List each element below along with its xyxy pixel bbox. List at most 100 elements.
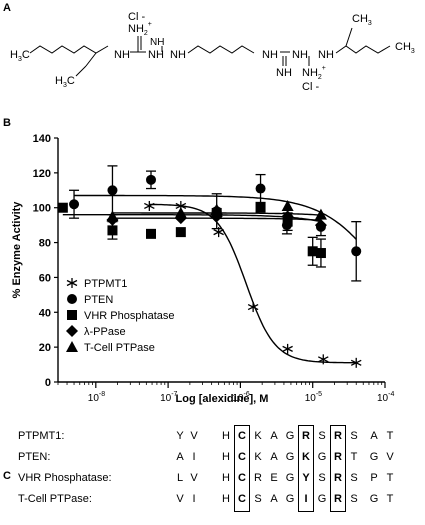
data-point-circle (107, 185, 118, 196)
y-tick-label: 140 (33, 133, 51, 145)
x-tick-label: 10-6 (232, 391, 249, 404)
dose-response-chart: 0 20 40 60 80 100 120 140 10-8 10-7 10-6 10-5 10-4 P… (11, 133, 395, 405)
legend-label: PTEN (84, 294, 113, 306)
y-axis-label: % Enzyme Activity (11, 201, 23, 299)
data-point-diamond (281, 210, 294, 223)
data-point-asterisk (350, 357, 362, 368)
residue: G (285, 493, 295, 505)
residue: P (370, 472, 378, 484)
x-tick-label: 10-5 (305, 391, 322, 404)
nh2-top-label: NH2+ (128, 21, 152, 37)
residue: C (238, 430, 246, 442)
bond (75, 65, 87, 77)
residue: H (222, 493, 230, 505)
residue: L (176, 472, 184, 484)
data-point-triangle (281, 199, 294, 211)
residue: S (350, 472, 358, 484)
nh-label: NH (276, 67, 292, 79)
residue: A (270, 493, 278, 505)
chloride-bottom-label: Cl - (302, 81, 319, 93)
residue: T (386, 472, 394, 484)
residue: K (302, 451, 310, 463)
data-point-circle (69, 199, 80, 210)
y-tick-label: 60 (39, 272, 51, 284)
data-point-triangle (174, 206, 187, 218)
data-point-square (175, 227, 186, 238)
nh2-bottom-label: NH2+ (302, 65, 326, 81)
legend-marker-asterisk (66, 278, 78, 288)
fit-curve (62, 214, 322, 223)
alexidine-structure: Cl - NH2+ H3C H3C NH NH NH NH NH NH NH N… (10, 11, 415, 93)
residue: A (270, 430, 278, 442)
residue: E (270, 472, 278, 484)
residue: G (285, 451, 295, 463)
sequence-alignment: PTPMT1: Y V H C K A G R S R S A T PTEN: A I H C K A G K G R T G V VH… (18, 412, 418, 522)
y-tick-label: 40 (39, 307, 51, 319)
chart-axes: 0 20 40 60 80 100 120 140 10-8 10-7 10-6 10-5 10-4 (33, 133, 395, 404)
residue: A (370, 430, 378, 442)
conserved-residue-box (234, 425, 250, 512)
conserved-residue-box (330, 425, 346, 512)
data-point-square (255, 202, 266, 213)
legend-label: λ-PPase (84, 326, 126, 338)
data-point-asterisk (213, 227, 224, 238)
residue: C (238, 493, 246, 505)
bond (85, 52, 97, 67)
residue: A (176, 451, 184, 463)
data-point-triangle (106, 210, 119, 222)
chloride-top-label: Cl - (128, 11, 145, 23)
residue: Y (176, 430, 184, 442)
residue: T (350, 451, 358, 463)
legend-marker-diamond (66, 325, 78, 337)
data-point-asterisk (247, 302, 259, 313)
residue: T (386, 493, 394, 505)
residue: C (238, 451, 246, 463)
legend-marker-square (67, 310, 77, 320)
bond (345, 27, 353, 47)
data-point-triangle (210, 203, 223, 215)
chart-legend: PTPMT1 PTEN VHR Phosphatase λ-PPase T-Cell P… (66, 278, 175, 354)
legend-marker-triangle (66, 341, 78, 352)
legend-label: T-Cell PTPase (84, 342, 155, 354)
residue: G (369, 493, 379, 505)
residue: H (222, 472, 230, 484)
residue: G (285, 430, 295, 442)
nh-label: NH (150, 37, 164, 48)
residue: I (304, 493, 308, 505)
x-axis-label: Log [alexidine], M (176, 393, 269, 405)
residue: G (369, 451, 379, 463)
data-point-triangle (314, 208, 327, 220)
bond (29, 45, 109, 54)
nh-label: NH (318, 49, 334, 61)
nh-label: NH (148, 49, 164, 61)
residue: R (334, 472, 342, 484)
sequence-name: VHR Phosphatase: (18, 472, 112, 484)
sequence-name: PTEN: (18, 451, 51, 463)
residue: S (254, 493, 262, 505)
data-point-asterisk (282, 343, 293, 354)
alignment-row: T-Cell PTPase: V I H C S A G I G R S G T (18, 491, 418, 508)
residue: C (238, 472, 246, 484)
alignment-row: PTPMT1: Y V H C K A G R S R S A T (18, 428, 418, 445)
data-point-square (107, 225, 118, 236)
fit-curve (149, 203, 357, 364)
data-point-diamond (174, 212, 187, 225)
ch3-top-label: CH3 (352, 13, 372, 27)
nh-label: NH (262, 49, 278, 61)
x-tick-label: 10-7 (160, 391, 177, 404)
data-point-square (145, 228, 156, 239)
panel-label-a: A (3, 2, 11, 14)
residue: K (254, 451, 262, 463)
panel-label-b: B (3, 117, 11, 129)
bond (187, 45, 255, 54)
residue: S (350, 493, 358, 505)
y-tick-label: 20 (39, 342, 51, 354)
residue: H (222, 451, 230, 463)
sequence-name: PTPMT1: (18, 430, 65, 442)
residue: K (254, 430, 262, 442)
data-point-square (307, 246, 318, 257)
sequence-name: T-Cell PTPase: (18, 493, 92, 505)
nh-label: NH (292, 49, 308, 61)
h3c-top-label: H3C (10, 49, 30, 63)
ch3-right-label: CH3 (395, 41, 415, 55)
